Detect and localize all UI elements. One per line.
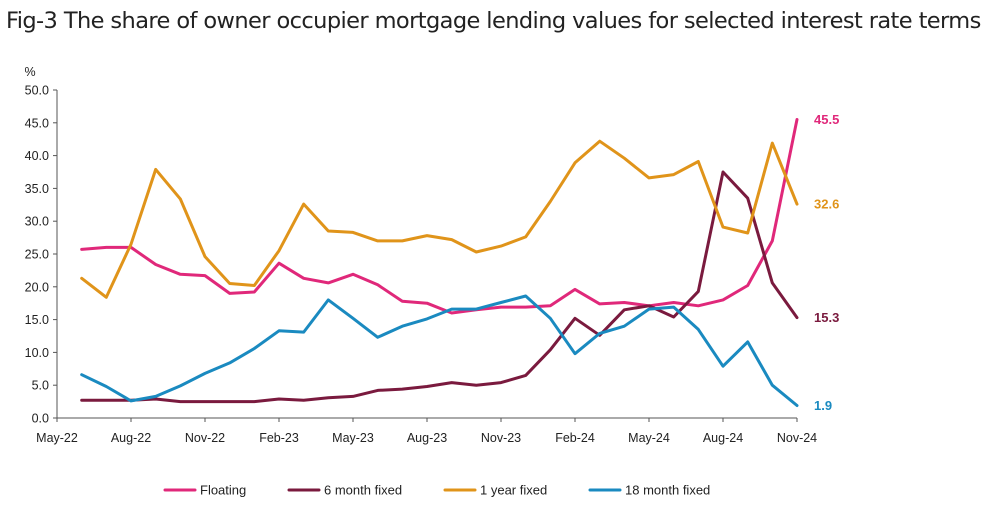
- end-labels: 45.5 15.3 32.6 1.9: [814, 112, 839, 413]
- series-line-18-month-fixed: [80, 294, 799, 407]
- legend-label-floating: Floating: [200, 483, 246, 498]
- x-tick-label: Feb-24: [555, 431, 595, 445]
- y-tick-label: 5.0: [32, 379, 49, 393]
- x-tick-label: Nov-22: [185, 431, 225, 445]
- x-tick-label: Nov-23: [481, 431, 521, 445]
- legend-label-18-month-fixed: 18 month fixed: [625, 483, 710, 498]
- y-tick-label: 35.0: [25, 182, 49, 196]
- x-tick-label: Aug-22: [111, 431, 151, 445]
- y-tick-label: 15.0: [25, 313, 49, 327]
- end-label-18-month-fixed: 1.9: [814, 398, 832, 413]
- x-tick-label: Feb-23: [259, 431, 299, 445]
- chart-title: Fig-3 The share of owner occupier mortga…: [6, 8, 981, 34]
- series-line-floating: [80, 118, 799, 315]
- x-tick-label: Nov-24: [777, 431, 817, 445]
- y-tick-label: 10.0: [25, 346, 49, 360]
- y-tick-label: 0.0: [32, 412, 49, 426]
- x-tick-label: May-22: [36, 431, 78, 445]
- series-line-6-month-fixed: [80, 170, 799, 404]
- series-lines: [80, 118, 799, 407]
- legend-label-6-month-fixed: 6 month fixed: [324, 483, 402, 498]
- chart-legend: Floating 6 month fixed 1 year fixed 18 mont…: [163, 483, 710, 498]
- y-tick-label: 50.0: [25, 84, 49, 98]
- end-label-1-year-fixed: 32.6: [814, 197, 839, 212]
- y-tick-label: 45.0: [25, 116, 49, 130]
- x-tick-label: May-23: [332, 431, 374, 445]
- x-tick-label: Aug-23: [407, 431, 447, 445]
- y-axis-label: %: [24, 65, 35, 79]
- y-tick-label: 40.0: [25, 149, 49, 163]
- y-tick-label: 25.0: [25, 248, 49, 262]
- legend-label-1-year-fixed: 1 year fixed: [480, 483, 547, 498]
- chart-axes: 0.0 5.0 10.0 15.0 20.0 25.0 30.0 35.0 40.0 45.0 50…: [24, 65, 817, 445]
- series-line-1-year-fixed: [80, 139, 799, 299]
- y-tick-label: 30.0: [25, 215, 49, 229]
- x-tick-label: May-24: [628, 431, 670, 445]
- x-tick-label: Aug-24: [703, 431, 743, 445]
- end-label-6-month-fixed: 15.3: [814, 310, 839, 325]
- y-tick-label: 20.0: [25, 280, 49, 294]
- end-label-floating: 45.5: [814, 112, 839, 127]
